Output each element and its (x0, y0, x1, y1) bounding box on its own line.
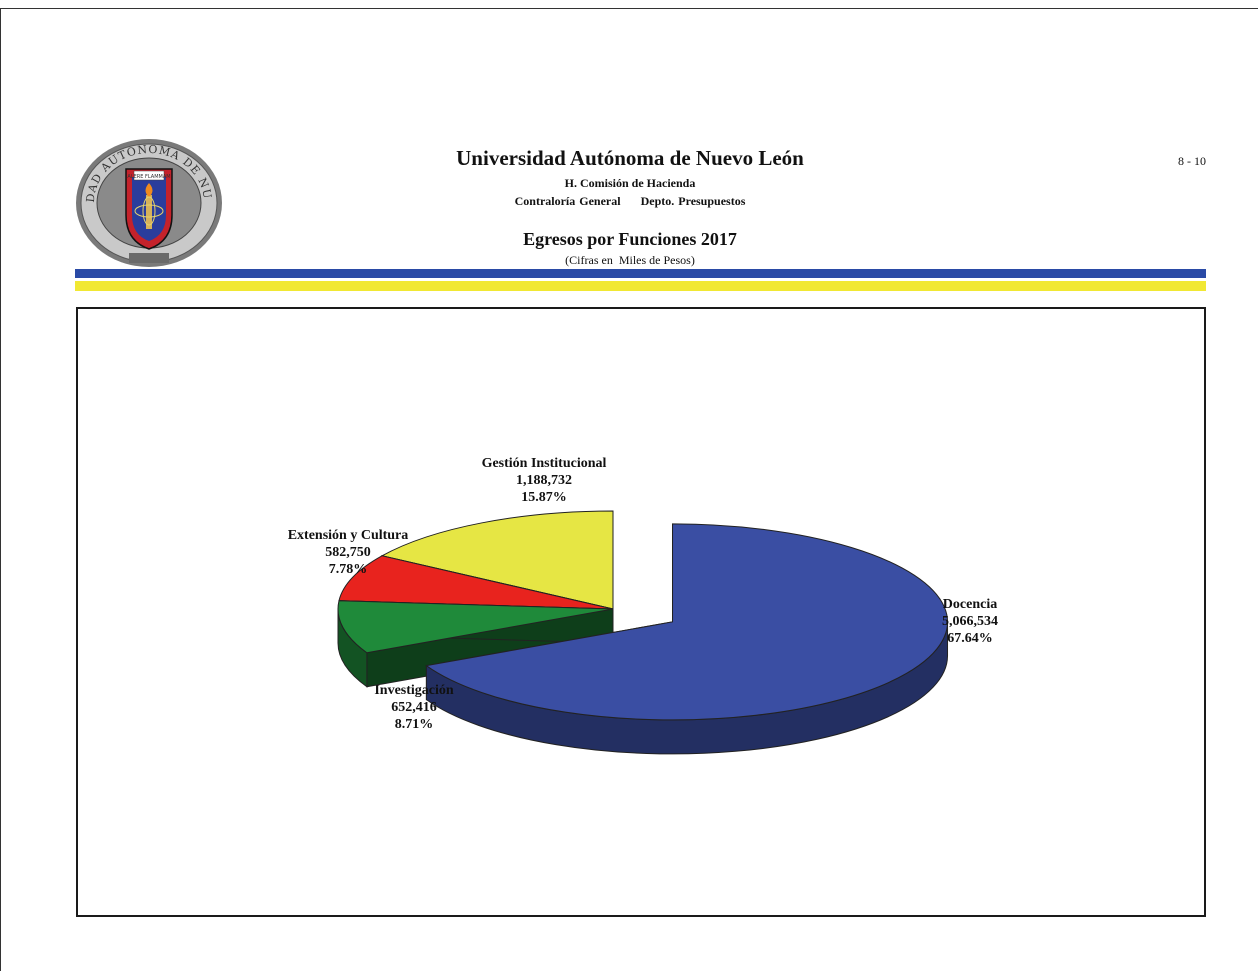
university-seal-logo: UNIVERSIDAD AUTONOMA DE NUEVO LEON ALERE… (74, 137, 222, 267)
blue-rule (75, 269, 1206, 278)
slice-docencia (425, 523, 948, 721)
yellow-rule (75, 281, 1206, 291)
slice-label-docencia: Docencia 5,066,534 67.64% (900, 596, 1040, 647)
slice-name-extension: Extensión y Cultura (287, 528, 409, 543)
department-names: Contraloría General Depto. Presupuestos (514, 194, 746, 208)
slice-investigacion (337, 600, 614, 654)
page-number: 8 - 10 (1178, 154, 1206, 168)
university-name: Universidad Autónoma de Nuevo León (456, 146, 804, 170)
commission-name: H. Comisión de Hacienda (564, 176, 696, 190)
slice-percent-extension: 7.78% (328, 562, 368, 577)
slice-label-investigacion: Investigación 652,416 8.71% (344, 682, 484, 733)
slice-value-extension: 582,750 (325, 545, 371, 560)
chart-title: Egresos por Funciones 2017 (523, 229, 737, 249)
chart-subtitle: (Cifras en Miles de Pesos) (565, 253, 695, 267)
slice-percent-docencia: 67.64% (947, 631, 993, 646)
slice-value-investigacion: 652,416 (391, 700, 437, 715)
slice-percent-investigacion: 8.71% (394, 717, 434, 732)
slice-name-gestion: Gestión Institucional (481, 456, 607, 471)
slice-name-docencia: Docencia (942, 597, 998, 612)
chart-frame: Gestión Institucional 1,188,732 15.87% E… (76, 307, 1206, 917)
slice-extension (338, 555, 614, 610)
slice-value-gestion: 1,188,732 (516, 473, 572, 488)
slice-name-investigacion: Investigación (374, 683, 454, 698)
slice-label-extension: Extensión y Cultura 582,750 7.78% (258, 527, 438, 578)
page-frame (0, 8, 1258, 971)
svg-text:ALERE FLAMMAM: ALERE FLAMMAM (127, 174, 170, 180)
slice-percent-gestion: 15.87% (521, 490, 567, 505)
slice-value-docencia: 5,066,534 (942, 614, 998, 629)
slice-label-gestion: Gestión Institucional 1,188,732 15.87% (444, 455, 644, 506)
pie-chart (337, 510, 949, 755)
slice-gestion (380, 510, 614, 610)
